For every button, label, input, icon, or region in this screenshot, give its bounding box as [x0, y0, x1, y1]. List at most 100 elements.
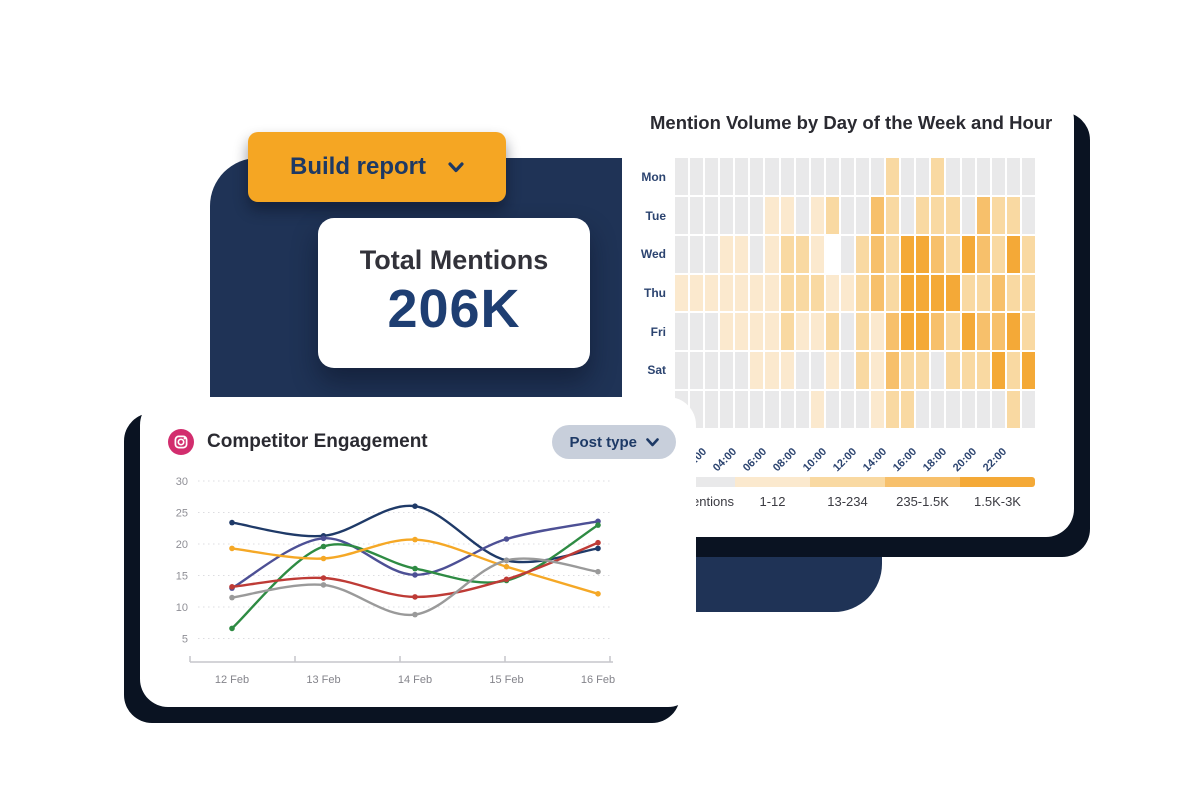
heatmap-cell	[840, 352, 854, 390]
legend-swatch	[960, 477, 1035, 487]
heatmap-cell	[855, 391, 870, 428]
total-mentions-value: 206K	[387, 279, 521, 339]
heatmap-cell	[735, 196, 749, 234]
instagram-icon	[168, 429, 194, 455]
heatmap-cell	[735, 391, 749, 428]
heatmap-cell	[946, 158, 960, 195]
heatmap-cell	[840, 391, 854, 428]
line-series	[230, 504, 600, 564]
heatmap-cell	[976, 274, 990, 312]
heatmap-cell	[720, 196, 734, 234]
heatmap-cell	[901, 391, 915, 428]
heatmap-cell	[1021, 235, 1035, 273]
heatmap-hour-label: 06:00	[740, 445, 770, 475]
heatmap-cell	[705, 235, 719, 273]
y-axis-label: 30	[176, 476, 188, 488]
heatmap-cell	[961, 196, 975, 234]
heatmap-cell	[765, 235, 779, 273]
data-point	[320, 543, 327, 550]
heatmap-cell	[735, 352, 749, 390]
heatmap-cell	[795, 274, 809, 312]
heatmap-cell	[1006, 313, 1020, 351]
heatmap-cell	[1021, 391, 1035, 428]
heatmap-cell	[946, 196, 960, 234]
heatmap-cell	[765, 391, 779, 428]
data-point	[412, 572, 418, 578]
heatmap-cell	[855, 235, 870, 273]
heatmap-cell	[976, 352, 990, 390]
heatmap-cell	[886, 158, 900, 195]
heatmap-cell	[886, 352, 900, 390]
heatmap-cell	[795, 158, 809, 195]
data-point	[229, 584, 235, 590]
heatmap-cell	[765, 158, 779, 195]
heatmap-cell	[901, 196, 915, 234]
data-point	[412, 536, 418, 543]
heatmap-hour-label: 22:00	[980, 445, 1010, 475]
heatmap-cell	[1006, 274, 1020, 312]
heatmap-cell	[825, 391, 839, 428]
heatmap-cell	[871, 391, 885, 428]
heatmap-cell	[735, 158, 749, 195]
heatmap-grid	[675, 158, 1035, 428]
heatmap-cell	[871, 235, 885, 273]
heatmap-cell	[765, 196, 779, 234]
chevron-down-icon	[646, 437, 659, 446]
heatmap-cell	[705, 196, 719, 234]
heatmap-cell	[750, 158, 764, 195]
heatmap-cell	[795, 313, 809, 351]
heatmap-cell	[780, 235, 794, 273]
heatmap-cell	[961, 274, 975, 312]
data-point	[229, 545, 235, 552]
data-point	[595, 568, 601, 575]
build-report-button[interactable]: Build report	[248, 132, 506, 202]
heatmap-cell	[675, 158, 689, 195]
heatmap-cell	[705, 158, 719, 195]
heatmap-cell	[690, 158, 704, 195]
heatmap-row-label: Sat	[647, 363, 666, 378]
heatmap-cell	[916, 274, 930, 312]
x-axis-label: 16 Feb	[581, 674, 615, 686]
heatmap-cell	[675, 313, 689, 351]
heatmap-cell	[780, 274, 794, 312]
heatmap-cell	[855, 196, 870, 234]
heatmap-cell	[810, 235, 824, 273]
heatmap-cell	[991, 352, 1005, 390]
heatmap-row-label: Mon	[641, 170, 666, 185]
heatmap-cell	[931, 196, 945, 234]
heatmap-cell	[840, 274, 854, 312]
heatmap-cell	[961, 158, 975, 195]
heatmap-cell	[810, 158, 824, 195]
legend-swatch	[810, 477, 885, 487]
post-type-dropdown[interactable]: Post type	[552, 425, 676, 459]
heatmap-hour-label: 12:00	[830, 445, 860, 475]
data-point	[595, 539, 601, 546]
heatmap-cell	[840, 158, 854, 195]
heatmap-cell	[690, 352, 704, 390]
heatmap-cell	[855, 352, 870, 390]
x-axis-label: 15 Feb	[489, 674, 523, 686]
competitor-engagement-card: 5 10 15 20 25 30 12 Feb 13 Feb 14 Feb 15 Feb 16 Fe…	[140, 397, 696, 707]
heatmap-cell	[871, 352, 885, 390]
heatmap-cell	[1021, 352, 1035, 390]
data-point	[503, 563, 510, 570]
total-mentions-card: Total Mentions 206K	[318, 218, 590, 368]
heatmap-cell	[901, 313, 915, 351]
heatmap-cell	[931, 352, 945, 390]
heatmap-hour-label: 08:00	[770, 445, 800, 475]
heatmap-cell	[825, 235, 839, 273]
competitor-card-header: Competitor Engagement Post type	[168, 425, 676, 459]
heatmap-cell	[976, 313, 990, 351]
heatmap-card: Mention Volume by Day of the Week and Ho…	[622, 92, 1074, 537]
heatmap-cell	[825, 352, 839, 390]
legend-swatch	[735, 477, 810, 487]
heatmap-cell	[991, 391, 1005, 428]
legend-swatch	[885, 477, 960, 487]
heatmap-title: Mention Volume by Day of the Week and Ho…	[650, 112, 1053, 133]
heatmap-cell	[750, 391, 764, 428]
heatmap-cell	[750, 274, 764, 312]
heatmap-cell	[855, 158, 870, 195]
heatmap-cell	[675, 196, 689, 234]
heatmap-cell	[916, 352, 930, 390]
heatmap-cell	[901, 274, 915, 312]
